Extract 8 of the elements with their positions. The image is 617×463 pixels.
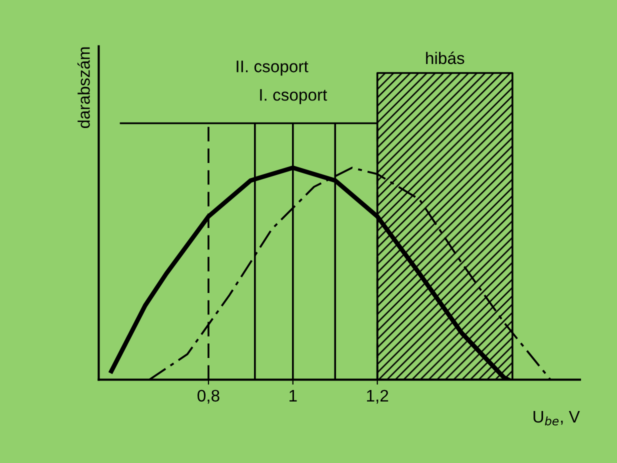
band-label: hibás [426,52,464,64]
x-axis-title: U$_{be}$, V [534,411,580,426]
x-tick-label: 1,2 [367,390,388,404]
text: I. csoport [260,89,328,104]
x-tick-label: 0,8 [198,390,220,404]
y-axis-title: darabszám [77,47,90,128]
x-tick-label: 1 [290,390,297,402]
text: II. csoport [236,60,308,76]
